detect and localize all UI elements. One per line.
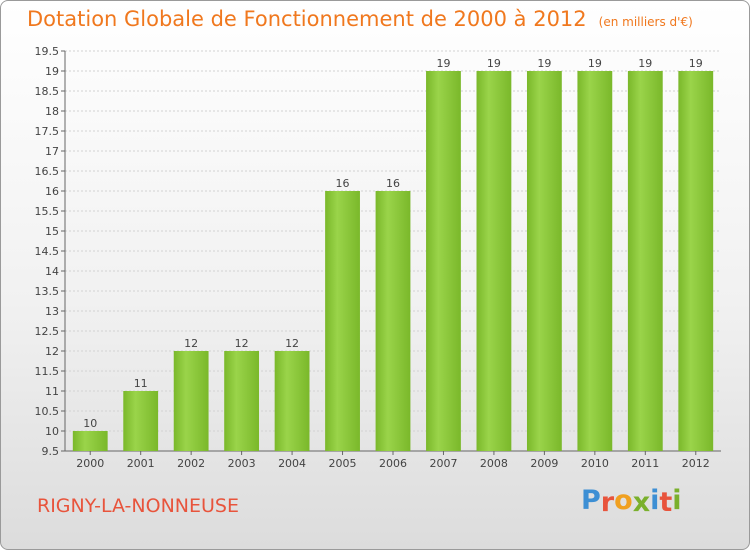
bar-2006: [375, 191, 411, 451]
x-tick-label: 2011: [631, 457, 659, 470]
commune-name: RIGNY-LA-NONNEUSE: [37, 495, 239, 517]
data-label: 12: [285, 337, 299, 350]
y-tick-label: 10: [45, 425, 59, 438]
x-tick-label: 2003: [228, 457, 256, 470]
y-tick-label: 13.5: [35, 285, 60, 298]
y-tick-label: 10.5: [35, 405, 60, 418]
y-tick-label: 18: [45, 105, 59, 118]
data-label: 19: [487, 57, 501, 70]
logo-letter: P: [581, 485, 601, 516]
data-label: 12: [235, 337, 249, 350]
y-tick-label: 9.5: [42, 445, 60, 458]
bar-2002: [173, 351, 209, 451]
y-tick-label: 16.5: [35, 165, 60, 178]
unit-label: (en milliers d'€): [598, 15, 693, 29]
bar-2010: [577, 71, 613, 451]
x-tick-label: 2002: [177, 457, 205, 470]
bar-2004: [274, 351, 310, 451]
data-label: 19: [689, 57, 703, 70]
bar-2011: [627, 71, 663, 451]
y-tick-label: 12: [45, 345, 59, 358]
y-tick-label: 16: [45, 185, 59, 198]
x-tick-label: 2005: [329, 457, 357, 470]
y-tick-label: 17.5: [35, 125, 60, 138]
y-tick-label: 15: [45, 225, 59, 238]
bar-2001: [123, 391, 159, 451]
data-label: 19: [537, 57, 551, 70]
x-tick-label: 2008: [480, 457, 508, 470]
bar-2008: [476, 71, 512, 451]
x-tick-label: 2001: [127, 457, 155, 470]
data-label: 12: [184, 337, 198, 350]
bar-2012: [678, 71, 714, 451]
y-tick-label: 13: [45, 305, 59, 318]
x-tick-label: 2004: [278, 457, 306, 470]
x-tick-label: 2006: [379, 457, 407, 470]
y-tick-label: 14.5: [35, 245, 60, 258]
x-tick-label: 2012: [682, 457, 710, 470]
y-tick-label: 11.5: [35, 365, 60, 378]
logo-letter: t: [659, 487, 673, 518]
chart-title: Dotation Globale de Fonctionnement de 20…: [27, 7, 693, 31]
logo-letter: i: [672, 485, 682, 516]
y-tick-label: 14: [45, 265, 59, 278]
bar-2009: [526, 71, 562, 451]
y-tick-label: 11: [45, 385, 59, 398]
x-tick-label: 2007: [429, 457, 457, 470]
logo-letter: i: [650, 485, 660, 516]
bar-2003: [224, 351, 260, 451]
x-tick-label: 2000: [76, 457, 104, 470]
y-tick-label: 15.5: [35, 205, 60, 218]
data-label: 11: [134, 377, 148, 390]
data-label: 10: [83, 417, 97, 430]
proxiti-logo: Proxiti: [581, 485, 682, 518]
bar-2005: [325, 191, 360, 451]
bars: [72, 71, 714, 451]
data-label: 16: [386, 177, 400, 190]
logo-letter: r: [600, 487, 615, 518]
data-label: 19: [588, 57, 602, 70]
y-tick-label: 19.5: [35, 45, 60, 58]
data-label: 16: [336, 177, 350, 190]
y-tick-label: 18.5: [35, 85, 60, 98]
y-tick-label: 19: [45, 65, 59, 78]
bar-2000: [72, 431, 108, 451]
logo-letter: o: [614, 485, 633, 516]
title-text: Dotation Globale de Fonctionnement de 20…: [27, 7, 587, 31]
labels: 9.5 10 10.5 11 11.5 12 12.5 13 13.5 14 14.5 15 15.5 1…: [35, 45, 710, 470]
data-label: 19: [436, 57, 450, 70]
bar-2007: [426, 71, 461, 451]
y-tick-label: 12.5: [35, 325, 60, 338]
x-tick-label: 2009: [530, 457, 558, 470]
data-label: 19: [638, 57, 652, 70]
logo-letter: x: [632, 487, 651, 518]
y-tick-label: 17: [45, 145, 59, 158]
x-tick-label: 2010: [581, 457, 609, 470]
